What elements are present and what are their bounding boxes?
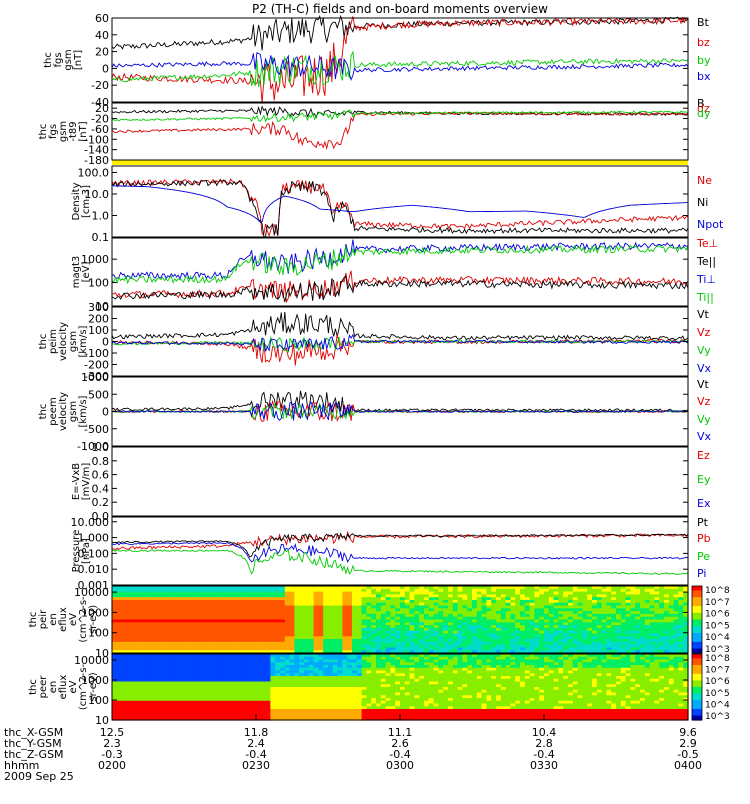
series-fgs_gsm-by — [112, 52, 688, 87]
y-tick-label: 0 — [102, 62, 109, 75]
legend-label: Ne — [697, 174, 712, 187]
plot-title: P2 (TH-C) fields and on-board moments ov… — [252, 2, 548, 16]
panel-frame — [112, 166, 688, 237]
series-peem_velocity-Vx — [112, 402, 688, 420]
legend-label: Bt — [697, 16, 710, 29]
y-axis-title: [km/s] — [78, 325, 89, 357]
legend-label: Vt — [697, 308, 710, 321]
quality-flag-stripe — [112, 160, 688, 165]
y-tick-label: 60 — [95, 12, 109, 25]
series-pressure-Pe — [112, 550, 688, 575]
legend-label: Te|| — [696, 255, 716, 268]
legend-label: Pi — [697, 567, 706, 580]
series-peim_velocity-Vz — [112, 335, 688, 366]
series-fgs_gsm-bz — [112, 16, 688, 103]
legend-label: Pt — [697, 516, 709, 529]
legend-label: Vt — [697, 378, 710, 391]
y-tick-label: 100.0 — [78, 167, 110, 180]
panel-pressure: 10.0001.0000.1000.0100.001Pressure[nPa]P… — [71, 516, 711, 592]
y-tick-label: 0.2 — [92, 496, 110, 509]
colorbar-label: 10^4 — [705, 633, 730, 643]
legend-label: Ti|| — [696, 291, 714, 304]
y-tick-label: 0.010 — [78, 563, 110, 576]
colorbar-label: 10^5 — [705, 621, 730, 631]
series-fgs_gsm_t89-dz — [112, 112, 688, 148]
series-density-Ni — [112, 180, 688, 237]
legend-label: by — [697, 54, 711, 67]
colorbar-label: 10^8 — [705, 586, 730, 596]
legend-label: Vy — [697, 344, 711, 357]
series-pressure-Pt — [112, 534, 688, 557]
y-axis-title: [nT] — [73, 50, 84, 70]
series-density-Npot — [112, 186, 688, 223]
y-axis-title: [nT] — [78, 121, 89, 141]
legend-label: Ez — [697, 449, 710, 462]
legend-label: Vz — [697, 395, 711, 408]
legend-label: bz — [697, 36, 710, 49]
y-tick-label: 1.0 — [92, 441, 110, 454]
legend-label: Pe — [697, 550, 710, 563]
series-pressure-Pi — [112, 543, 688, 562]
series-magt3-Ti — [112, 240, 688, 279]
colorbar-label: 10^6 — [705, 610, 730, 620]
y-tick-label: 1000 — [81, 371, 109, 384]
y-tick-label: 0.6 — [92, 469, 110, 482]
y-tick-label: -180 — [84, 154, 109, 167]
legend-label: Pb — [697, 532, 711, 545]
y-axis-title: [nPa] — [81, 538, 92, 564]
legend-label: bx — [697, 70, 711, 83]
y-axis-title: [eV] — [81, 262, 92, 283]
panel-frame — [112, 447, 688, 516]
legend-label: Vx — [697, 430, 712, 443]
series-fgs_gsm-Bt — [112, 16, 688, 50]
legend-label: Vx — [697, 362, 712, 375]
y-tick-label: 40 — [95, 29, 109, 42]
y-tick-label: 0.1 — [92, 231, 110, 244]
y-tick-label: 0.8 — [92, 455, 110, 468]
y-tick-label: 0 — [102, 406, 109, 419]
colorbar-label: 10^7 — [705, 598, 730, 608]
legend-label: Ni — [697, 196, 708, 209]
y-axis-title: sr-eV) — [88, 605, 99, 634]
y-tick-label: 1.0 — [92, 210, 110, 223]
y-tick-label: -20 — [91, 79, 109, 92]
series-peim_velocity-Vt — [112, 312, 688, 340]
panel-peer_eflux: 10^810^710^610^510^410^310000100010010th… — [28, 654, 730, 727]
legend-label: Ex — [697, 497, 711, 510]
legend-label: Te⊥ — [696, 237, 718, 250]
y-axis-title: [mV/m] — [81, 463, 92, 501]
legend-label: Ti⊥ — [696, 273, 716, 286]
legend-label: Ey — [697, 473, 711, 486]
series-fgs_gsm-bx — [112, 53, 688, 80]
y-tick-label: 10.000 — [71, 516, 110, 529]
legend-label: Vy — [697, 413, 711, 426]
y-tick-label: 0.4 — [92, 482, 110, 495]
y-axis-title: [km/s] — [78, 395, 89, 427]
y-tick-label: 500 — [88, 388, 109, 401]
series-density-Ne — [112, 179, 688, 236]
panel-frame — [112, 18, 688, 102]
y-tick-label: 20 — [95, 46, 109, 59]
legend-label: Vz — [697, 326, 711, 339]
legend-label: Npot — [697, 218, 724, 231]
y-axis-title: [cm-3] — [81, 185, 92, 218]
legend-label: dy — [697, 107, 711, 120]
panel-peir_eflux: 10^810^710^610^510^410^310000100010010th… — [28, 586, 730, 660]
